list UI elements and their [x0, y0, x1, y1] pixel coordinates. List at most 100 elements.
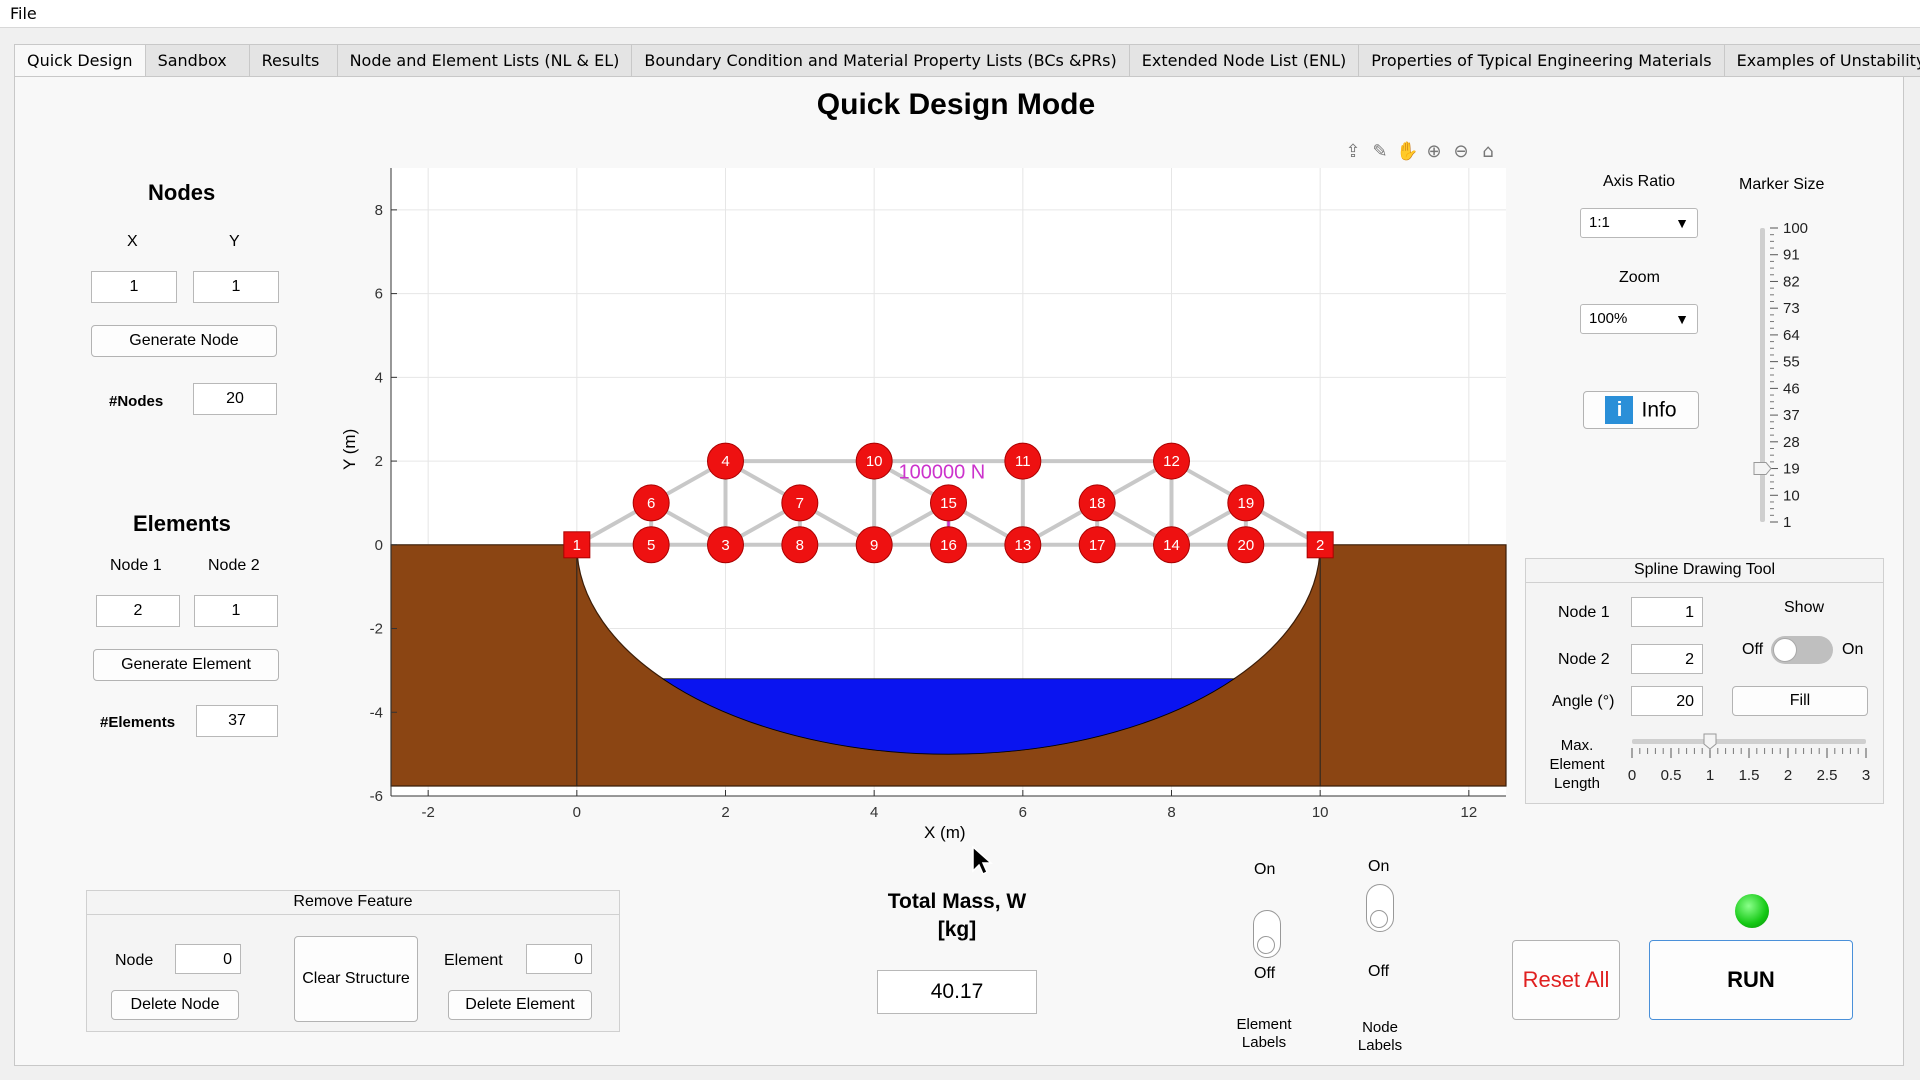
x-axis-label: X (m): [924, 823, 966, 842]
node-labels-toggle[interactable]: [1366, 884, 1394, 932]
generate-node-button[interactable]: Generate Node: [91, 325, 277, 357]
marker-slider-thumb: [1753, 462, 1772, 476]
node-label: 17: [1089, 537, 1106, 554]
node-label: 9: [870, 537, 878, 554]
tab-unstability-examples[interactable]: Examples of Unstability: [1724, 44, 1920, 77]
status-lamp: [1735, 894, 1769, 928]
node-count-label: #Nodes: [109, 393, 164, 410]
tab-results[interactable]: Results: [249, 44, 338, 77]
marker-size-slider[interactable]: 100 91 82 73 64 55 46 37 28 19 10 1: [1740, 218, 1840, 538]
nodes-heading: Nodes: [148, 180, 216, 205]
x-tick-label: 12: [1460, 804, 1477, 821]
element-node1-label: Node 1: [110, 557, 162, 574]
node-labels-on-label: On: [1368, 858, 1390, 875]
reset-all-button[interactable]: Reset All: [1512, 940, 1620, 1020]
spline-node2-input[interactable]: 2: [1631, 644, 1703, 674]
y-tick-label: 4: [375, 369, 383, 386]
x-tick-label: 4: [870, 804, 878, 821]
length-slider-track: [1632, 739, 1866, 744]
run-button[interactable]: RUN: [1649, 940, 1853, 1020]
node-label: 18: [1089, 495, 1106, 512]
export-icon[interactable]: ⇪: [1345, 141, 1361, 162]
pan-icon[interactable]: ✋: [1396, 141, 1419, 162]
remove-element-input[interactable]: 0: [526, 944, 592, 974]
spline-node1-input[interactable]: 1: [1631, 597, 1703, 627]
tab-bc-material-lists[interactable]: Boundary Condition and Material Property…: [632, 44, 1130, 77]
remove-node-input[interactable]: 0: [175, 944, 241, 974]
node-marker: [1004, 442, 1042, 480]
node-label: 13: [1014, 537, 1031, 554]
node-y-label: Y: [229, 233, 240, 250]
spline-tool-title: Spline Drawing Tool: [1526, 559, 1883, 583]
info-button[interactable]: i Info: [1583, 391, 1699, 429]
tab-extended-node-list[interactable]: Extended Node List (ENL): [1129, 44, 1360, 77]
tab-strip: Quick Design Sandbox Results Node and El…: [14, 44, 1920, 77]
brush-icon[interactable]: ✎: [1372, 141, 1388, 162]
marker-tick-label: 100: [1783, 220, 1808, 237]
node-label: 2: [1316, 537, 1324, 554]
marker-tick-label: 1: [1783, 514, 1791, 531]
marker-size-label: Marker Size: [1739, 176, 1825, 193]
x-tick-label: 2: [721, 804, 729, 821]
zoom-out-icon[interactable]: ⊖: [1453, 141, 1469, 162]
elements-heading: Elements: [133, 511, 231, 536]
node-marker: [707, 526, 744, 564]
node-marker: [1078, 484, 1116, 522]
node-label: 10: [866, 453, 883, 470]
node-y-input[interactable]: 1: [193, 271, 279, 303]
node-marker: [781, 484, 819, 522]
y-tick-label: -6: [370, 788, 383, 805]
element-labels-toggle[interactable]: [1253, 910, 1281, 958]
y-tick-label: 2: [375, 453, 383, 470]
spline-angle-input[interactable]: 20: [1631, 686, 1703, 716]
info-icon: i: [1605, 396, 1634, 425]
length-tick-label: 1.5: [1739, 767, 1760, 784]
x-tick-label: 8: [1167, 804, 1175, 821]
marker-slider-track: [1760, 228, 1765, 522]
axis-ratio-label: Axis Ratio: [1603, 173, 1676, 190]
spline-node1-label: Node 1: [1558, 604, 1610, 621]
element-count-label: #Elements: [100, 714, 176, 731]
node-marker: [930, 484, 967, 522]
tab-material-properties[interactable]: Properties of Typical Engineering Materi…: [1359, 44, 1725, 77]
max-element-length-slider[interactable]: 0 0.5 1 1.5 2 2.5 3: [1624, 728, 1874, 788]
length-slider-thumb: [1703, 733, 1717, 750]
total-mass-label-line1: Total Mass, W: [887, 890, 1027, 913]
node-label: 1: [573, 537, 581, 554]
mouse-cursor: [972, 845, 993, 876]
node-label: 19: [1237, 495, 1254, 512]
clear-structure-button[interactable]: Clear Structure: [294, 936, 418, 1022]
node-label: 6: [647, 495, 655, 512]
node-label: 14: [1163, 537, 1180, 554]
chevron-down-icon: ▼: [1675, 215, 1689, 231]
support-node-marker: [563, 531, 591, 559]
axis-ratio-dropdown[interactable]: 1:1 ▼: [1580, 208, 1698, 238]
element-labels-caption: Element Labels: [1236, 1016, 1292, 1051]
menu-file[interactable]: File: [10, 4, 37, 23]
delete-element-button[interactable]: Delete Element: [448, 990, 592, 1020]
element-node2-input[interactable]: 1: [194, 595, 278, 627]
tab-quick-design[interactable]: Quick Design: [14, 44, 146, 77]
node-x-input[interactable]: 1: [91, 271, 177, 303]
delete-node-button[interactable]: Delete Node: [111, 990, 239, 1020]
menu-bar: File: [0, 0, 1920, 28]
node-marker: [855, 442, 893, 480]
generate-element-button[interactable]: Generate Element: [93, 649, 279, 681]
marker-tick-label: 37: [1783, 407, 1800, 424]
home-icon[interactable]: ⌂: [1482, 141, 1494, 162]
chevron-down-icon: ▼: [1675, 311, 1689, 327]
spline-fill-button[interactable]: Fill: [1732, 686, 1868, 716]
node-marker: [855, 526, 893, 564]
node-label: 7: [796, 495, 804, 512]
remove-element-label: Element: [444, 952, 503, 969]
zoom-in-icon[interactable]: ⊕: [1426, 141, 1442, 162]
zoom-dropdown[interactable]: 100% ▼: [1580, 304, 1698, 334]
tab-sandbox[interactable]: Sandbox: [145, 44, 250, 77]
spline-show-off-label: Off: [1742, 641, 1764, 658]
element-node1-input[interactable]: 2: [96, 595, 180, 627]
spline-angle-label: Angle (°): [1552, 693, 1615, 710]
node-labels-caption: Node Labels: [1357, 1019, 1403, 1054]
spline-show-switch[interactable]: [1771, 636, 1833, 664]
total-mass-field: 40.17: [877, 970, 1037, 1014]
